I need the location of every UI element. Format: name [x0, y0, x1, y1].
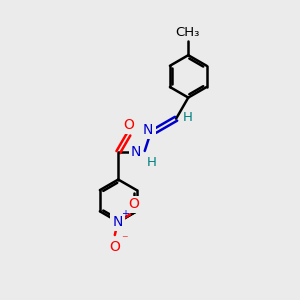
- Text: O: O: [128, 197, 139, 211]
- Text: N: N: [131, 145, 141, 158]
- Text: +: +: [121, 208, 129, 218]
- Text: N: N: [143, 123, 153, 137]
- Text: N: N: [112, 215, 123, 230]
- Text: H: H: [182, 111, 192, 124]
- Text: H: H: [147, 156, 157, 169]
- Text: ⁻: ⁻: [121, 233, 128, 246]
- Text: O: O: [123, 118, 134, 132]
- Text: CH₃: CH₃: [176, 26, 200, 39]
- Text: O: O: [109, 240, 120, 254]
